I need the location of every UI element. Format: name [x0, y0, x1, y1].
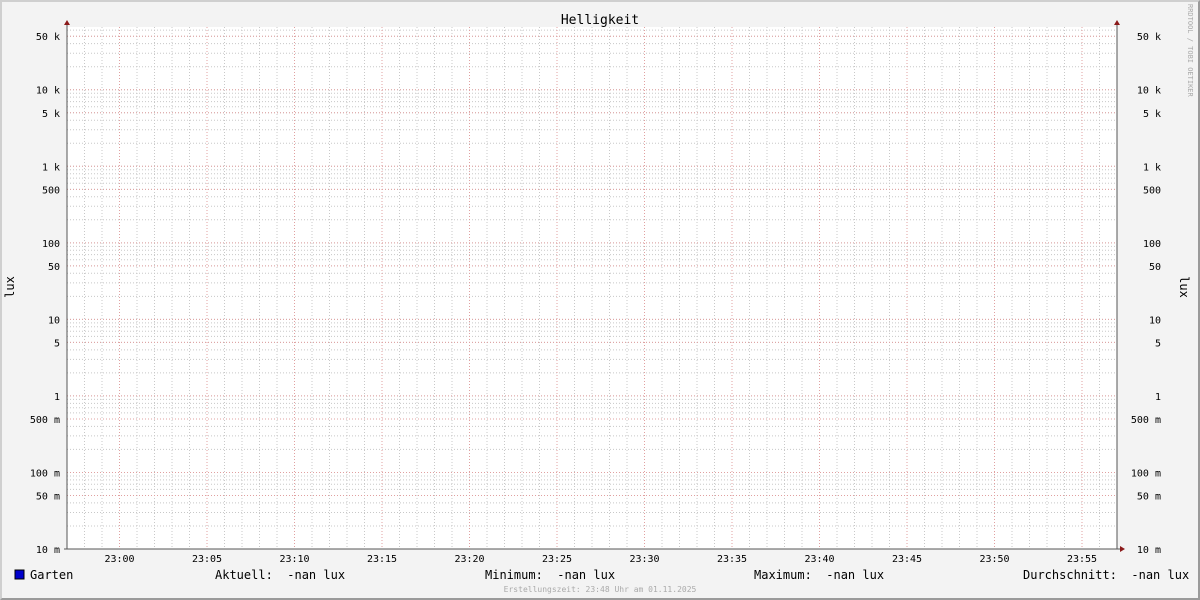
legend-maximum: Maximum: -nan lux	[754, 568, 884, 582]
y-tick-label-left: 10 m	[36, 545, 60, 556]
x-tick-label: 23:35	[717, 554, 747, 565]
x-tick-label: 23:45	[892, 554, 922, 565]
y-tick-label-left: 500 m	[30, 415, 60, 426]
y-tick-label-left: 1	[54, 392, 60, 403]
x-axis-arrow-icon	[1120, 546, 1125, 552]
y-axis-label-left: lux	[3, 276, 17, 298]
x-tick-label: 23:50	[979, 554, 1009, 565]
y-tick-label-right: 500	[1143, 185, 1161, 196]
y-tick-label-right: 500 m	[1131, 415, 1161, 426]
legend-durchschnitt: Durchschnitt: -nan lux	[1023, 568, 1189, 582]
x-tick-label: 23:10	[279, 554, 309, 565]
x-tick-label: 23:15	[367, 554, 397, 565]
y-axis-arrow-icon	[64, 20, 70, 25]
watermark: RRDTOOL / TOBI OETIKER	[1186, 4, 1194, 98]
y-tick-label-left: 1 k	[42, 162, 60, 173]
legend-swatch-garten	[14, 569, 25, 580]
y-tick-label-right: 1	[1155, 392, 1161, 403]
y-tick-label-right: 1 k	[1143, 162, 1161, 173]
y-tick-label-right: 50 m	[1137, 491, 1161, 502]
footer-timestamp: Erstellungszeit: 23:48 Uhr am 01.11.2025	[504, 585, 697, 594]
y-tick-label-right: 5 k	[1143, 109, 1161, 120]
y-tick-label-left: 50	[48, 262, 60, 273]
y-tick-label-right: 10	[1149, 315, 1161, 326]
x-tick-label: 23:55	[1067, 554, 1097, 565]
y-tick-label-right: 50	[1149, 262, 1161, 273]
y-tick-label-left: 10	[48, 315, 60, 326]
x-tick-label: 23:30	[629, 554, 659, 565]
y-tick-label-left: 5 k	[42, 109, 60, 120]
y-axis-label-right: lux	[1177, 276, 1191, 298]
y-tick-label-left: 10 k	[36, 86, 60, 97]
chart-title: Helligkeit	[561, 13, 639, 28]
x-tick-label: 23:05	[192, 554, 222, 565]
y-tick-label-right: 10 k	[1137, 86, 1161, 97]
y-tick-label-right: 5	[1155, 338, 1161, 349]
y-tick-label-left: 100 m	[30, 468, 60, 479]
y-tick-label-left: 5	[54, 338, 60, 349]
y-tick-label-left: 100	[42, 239, 60, 250]
y-tick-label-left: 50 k	[36, 32, 60, 43]
legend-minimum: Minimum: -nan lux	[485, 568, 615, 582]
x-tick-label: 23:25	[542, 554, 572, 565]
y-axis-right-arrow-icon	[1114, 20, 1120, 25]
y-tick-label-left: 500	[42, 185, 60, 196]
y-tick-label-left: 50 m	[36, 491, 60, 502]
y-tick-label-right: 100 m	[1131, 468, 1161, 479]
x-tick-label: 23:20	[454, 554, 484, 565]
x-tick-label: 23:40	[804, 554, 834, 565]
y-tick-label-right: 10 m	[1137, 545, 1161, 556]
legend-series-label: Garten	[30, 568, 73, 582]
legend-aktuell: Aktuell: -nan lux	[215, 568, 345, 582]
y-tick-label-right: 50 k	[1137, 32, 1161, 43]
y-tick-label-right: 100	[1143, 239, 1161, 250]
x-tick-label: 23:00	[104, 554, 134, 565]
